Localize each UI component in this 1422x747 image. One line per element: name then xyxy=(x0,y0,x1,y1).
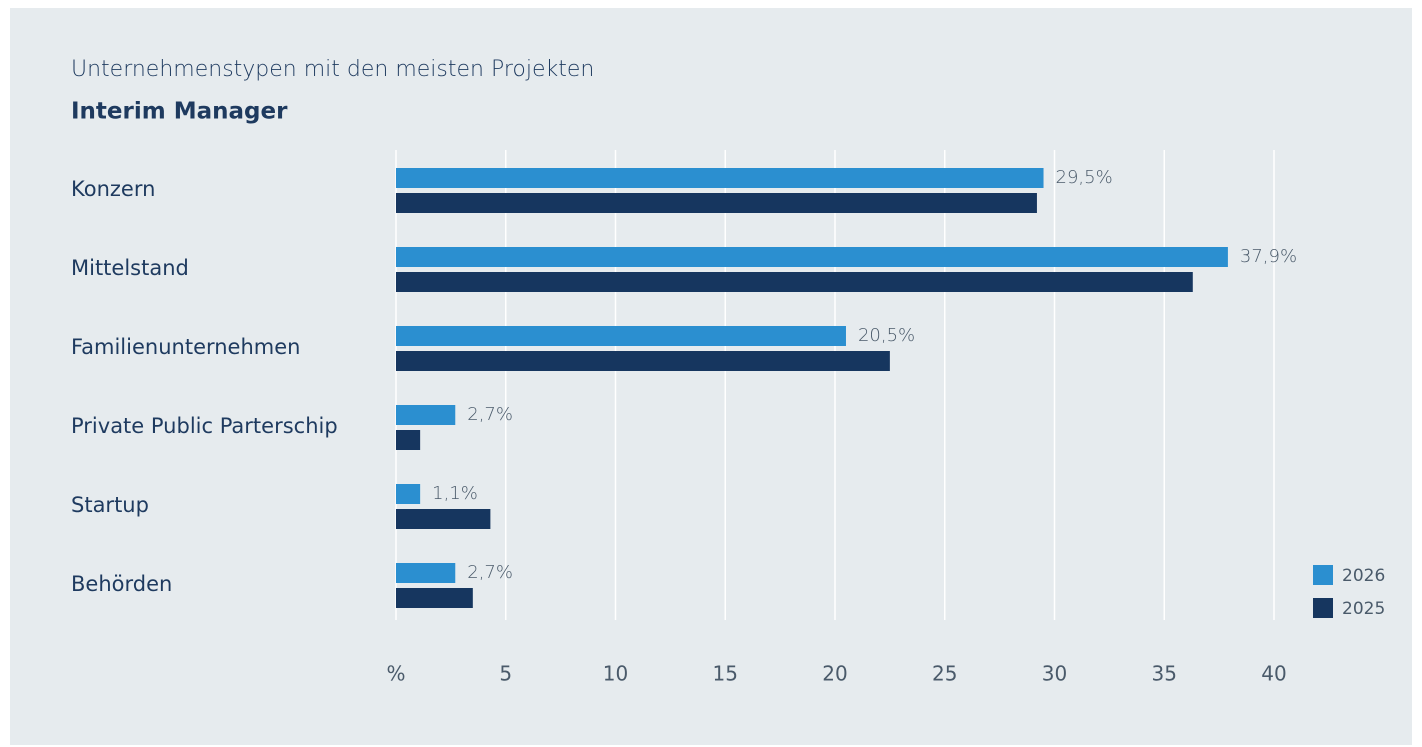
bar xyxy=(396,193,1037,213)
bar xyxy=(396,168,1044,188)
bar xyxy=(396,509,491,529)
x-tick-label: 20 xyxy=(822,662,847,686)
x-tick-label: 15 xyxy=(713,662,738,686)
x-tick-label: 30 xyxy=(1042,662,1067,686)
bar xyxy=(396,484,421,504)
value-label: 37,9% xyxy=(1240,246,1297,267)
bar xyxy=(396,430,421,450)
bar xyxy=(396,563,456,583)
chart-subtitle: Interim Manager xyxy=(71,99,288,125)
x-tick-label: 25 xyxy=(932,662,957,686)
value-label: 1,1% xyxy=(432,483,478,504)
value-label: 2,7% xyxy=(467,562,513,583)
legend-label: 2025 xyxy=(1342,599,1385,619)
chart-title: Unternehmenstypen mit den meisten Projek… xyxy=(71,57,594,82)
bar xyxy=(396,272,1193,292)
x-tick-label: 35 xyxy=(1152,662,1177,686)
bar xyxy=(396,247,1228,267)
category-label: Familienunternehmen xyxy=(71,335,300,359)
x-tick-label: 40 xyxy=(1261,662,1286,686)
legend-swatch xyxy=(1313,565,1333,585)
panel xyxy=(10,8,1412,745)
legend-swatch xyxy=(1313,598,1333,618)
category-label: Mittelstand xyxy=(71,256,189,280)
category-label: Startup xyxy=(71,493,149,517)
category-label: Behörden xyxy=(71,572,172,596)
value-label: 20,5% xyxy=(858,325,915,346)
category-label: Konzern xyxy=(71,177,155,201)
bar xyxy=(396,351,890,371)
bar xyxy=(396,405,456,425)
bar xyxy=(396,588,473,608)
value-label: 2,7% xyxy=(467,404,513,425)
bar xyxy=(396,326,846,346)
x-tick-label: 10 xyxy=(603,662,628,686)
legend-label: 2026 xyxy=(1342,566,1385,586)
category-label: Private Public Parterschip xyxy=(71,414,338,438)
x-tick-label: % xyxy=(386,662,405,686)
x-tick-label: 5 xyxy=(499,662,512,686)
value-label: 29,5% xyxy=(1056,167,1113,188)
